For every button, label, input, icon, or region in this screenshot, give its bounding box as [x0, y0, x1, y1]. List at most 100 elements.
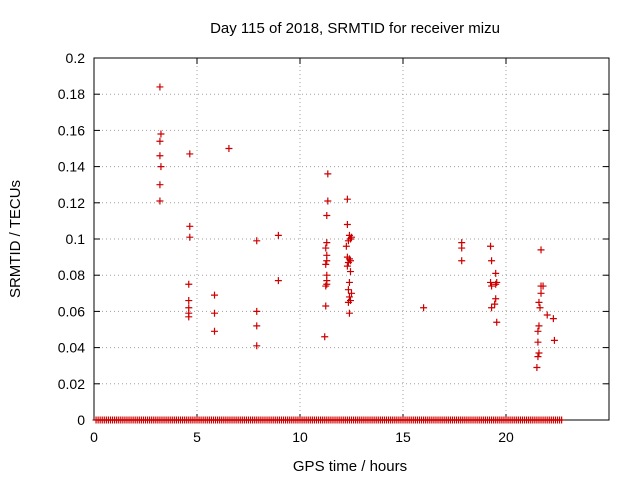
data-point [493, 278, 501, 286]
y-tick-label: 0.16 [58, 122, 85, 138]
data-point [157, 130, 165, 138]
data-point [550, 336, 558, 344]
data-point [211, 309, 219, 317]
data-point [539, 282, 547, 290]
data-point [534, 353, 542, 361]
data-point [535, 322, 543, 330]
data-point [488, 282, 496, 290]
data-point [156, 83, 164, 91]
data-point [156, 137, 164, 145]
data-point [274, 277, 282, 285]
data-point [211, 291, 219, 299]
data-point [186, 222, 194, 230]
data-point [186, 233, 194, 241]
data-point [324, 170, 332, 178]
y-tick-label: 0.1 [66, 231, 86, 247]
y-tick-label: 0.02 [58, 376, 85, 392]
y-axis-label: SRMTID / TECUs [7, 180, 24, 298]
x-axis-label: GPS time / hours [293, 458, 407, 475]
data-point [488, 257, 496, 265]
data-point [533, 364, 541, 372]
data-point [458, 257, 466, 265]
data-point [322, 302, 330, 310]
data-point [225, 145, 233, 152]
data-point [186, 150, 194, 158]
chart-title: Day 115 of 2018, SRMTID for receiver miz… [210, 20, 500, 37]
data-point [487, 278, 495, 286]
y-tick-label: 0.06 [58, 303, 85, 319]
data-point [323, 239, 331, 247]
data-point [323, 280, 331, 288]
data-point [342, 242, 350, 250]
data-point [345, 293, 353, 301]
data-point [322, 260, 330, 268]
data-point [492, 295, 500, 303]
y-tick-label: 0.18 [58, 86, 85, 102]
data-point [493, 318, 501, 326]
data-point [491, 300, 499, 308]
data-point [274, 231, 282, 239]
y-tick-label: 0 [77, 412, 85, 428]
data-point [321, 333, 329, 341]
data-point [534, 327, 542, 335]
data-point [346, 268, 354, 276]
data-point [535, 298, 543, 306]
y-tick-label: 0.14 [58, 159, 85, 175]
data-point [488, 304, 496, 312]
data-point [534, 338, 542, 346]
data-point [157, 163, 165, 171]
data-point [253, 307, 261, 315]
data-point [343, 262, 351, 270]
y-tick-label: 0.2 [66, 50, 86, 66]
zero-data-point [558, 416, 566, 424]
data-point [537, 246, 545, 254]
data-point [322, 244, 330, 252]
data-point [536, 304, 544, 312]
data-point [253, 322, 261, 330]
y-tick-label: 0.08 [58, 267, 85, 283]
data-point [156, 152, 164, 160]
x-tick-label: 0 [90, 429, 98, 445]
data-point [185, 313, 193, 321]
x-tick-label: 10 [292, 429, 308, 445]
points-layer [92, 83, 566, 424]
data-point [323, 211, 331, 219]
data-point [344, 259, 352, 267]
grid-layer [94, 58, 609, 420]
y-tick-label: 0.04 [58, 340, 85, 356]
data-point [458, 244, 466, 252]
data-point [492, 269, 500, 277]
y-tick-label: 0.12 [58, 195, 85, 211]
data-point [343, 221, 351, 229]
data-point [549, 315, 557, 323]
data-point [345, 309, 353, 317]
tick-layer: 0 0.02 0.04 0.06 0.08 0.1 0.12 0.14 0.16 0.18 0.2 0… [58, 50, 609, 445]
data-point [185, 280, 193, 288]
data-point [343, 195, 351, 203]
data-point [348, 289, 355, 297]
x-tick-label: 15 [395, 429, 411, 445]
data-point [211, 327, 219, 335]
data-point [253, 237, 261, 245]
data-point [420, 304, 428, 312]
data-point [492, 280, 500, 288]
data-point [156, 197, 164, 205]
data-point [348, 233, 355, 241]
data-point [345, 278, 353, 286]
data-point [537, 289, 545, 297]
data-point [322, 282, 330, 290]
x-tick-label: 5 [193, 429, 201, 445]
data-point [324, 197, 332, 205]
data-point [156, 181, 164, 189]
data-point [344, 298, 352, 306]
data-point [543, 311, 551, 319]
data-point [323, 257, 331, 265]
x-tick-label: 20 [498, 429, 514, 445]
data-point [344, 237, 352, 245]
data-point [487, 242, 495, 250]
data-point [253, 342, 261, 350]
data-point [344, 286, 352, 294]
data-point [535, 349, 543, 357]
data-point [185, 297, 193, 305]
